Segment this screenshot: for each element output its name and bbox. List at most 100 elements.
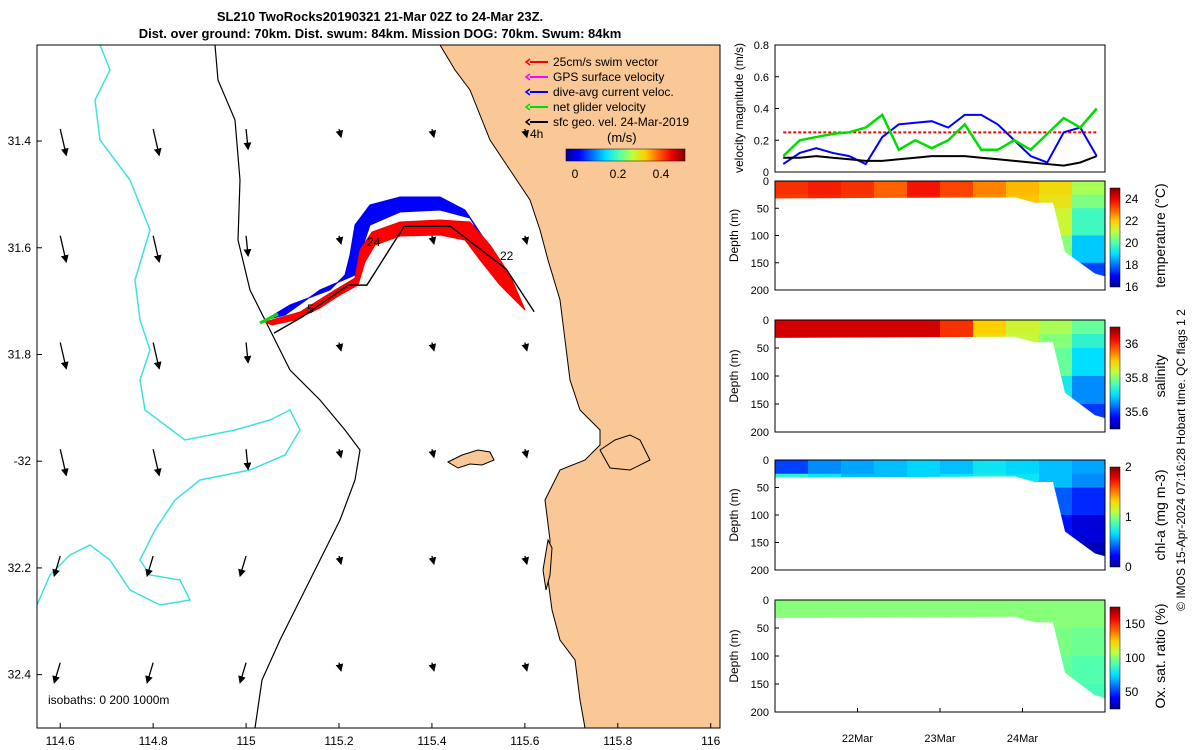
profile-colorbar [1109, 187, 1121, 288]
map-colorbar-tick: 0.4 [653, 167, 670, 181]
map-x-tick-label: 114.8 [139, 734, 168, 748]
map-y-tick-label: 31.6 [8, 241, 32, 255]
depth-tick-label: 100 [751, 371, 769, 383]
profile-nodata-mask [775, 616, 1105, 712]
depth-tick-label: 200 [751, 285, 769, 297]
profile-cell [1072, 628, 1106, 657]
map-panel: 24 22 5 isobaths: 0 200 1000m 114.6 114.8 115 1… [8, 44, 721, 748]
legend-arrowhead [524, 88, 531, 96]
sfc-geo-arrow [521, 128, 530, 139]
profile-cell [841, 320, 875, 335]
profile-panel-salinity: 0 50 100 150 200 Depth (m) 35.6 35.8 36 salinity [727, 315, 1168, 439]
profile-nodata-mask [775, 197, 1105, 290]
legend-label: GPS surface velocity [553, 70, 664, 84]
sfc-geo-arrow [152, 342, 162, 370]
sfc-geo-arrow [59, 235, 69, 264]
velocity-panel: 0 0.2 0.4 0.6 0.8 velocity magnitude (m/s) [732, 40, 1106, 179]
depth-tick-label: 100 [751, 510, 769, 522]
colorbar-tick-label: 20 [1125, 236, 1139, 250]
land-mass [439, 45, 720, 728]
sfc-geo-arrow [152, 235, 162, 264]
time-tick-label: 23Mar [924, 733, 956, 745]
profile-nodata-mask [775, 336, 1105, 432]
colorbar-label: salinity [1152, 355, 1168, 398]
velocity-frame [774, 44, 1106, 173]
velocity-series-line [783, 155, 1098, 167]
sfc-geo-arrow [152, 128, 162, 157]
depth-tick-label: 0 [763, 595, 769, 607]
velocity-y-tick-label: 0.4 [754, 104, 769, 116]
sfc-geo-arrow [335, 342, 344, 352]
map-x-tick-label: 115.2 [324, 734, 353, 748]
sfc-geo-arrow [59, 449, 69, 477]
profile-cell [907, 460, 941, 475]
sfc-geo-arrow [145, 555, 154, 578]
profile-cell [775, 181, 809, 196]
day-label: 5 [307, 302, 314, 316]
map-y-tick-label: 31.8 [8, 347, 32, 361]
profile-cell [1039, 600, 1073, 615]
map-x-tick-label: 115.6 [510, 734, 539, 748]
day-label: 24 [367, 235, 381, 249]
profile-colorbar [1109, 606, 1121, 710]
sfc-geo-arrow [59, 342, 69, 370]
sfc-geo-arrow [428, 662, 437, 672]
sfc-geo-arrow [152, 449, 162, 477]
profile-cell [973, 320, 1007, 335]
colorbar-tick-label: 16 [1125, 280, 1139, 294]
sfc-geo-arrow [428, 128, 437, 139]
sfc-geo-arrow [428, 555, 437, 566]
sfc-geo-arrow [243, 235, 252, 258]
profile-colorbar [1109, 466, 1121, 568]
colorbar-tick-label: 150 [1125, 617, 1145, 631]
profile-cell [1072, 334, 1106, 349]
velocity-y-tick-label: 0 [763, 167, 769, 179]
colorbar-label: chl-a (mg m-3) [1152, 469, 1168, 560]
legend-arrowhead [524, 73, 531, 81]
isobath-label: isobaths: 0 200 1000m [48, 693, 169, 707]
glider-track [273, 225, 535, 334]
profile-cell [1072, 460, 1106, 475]
profile-cell [1072, 515, 1106, 543]
profile-cell [1072, 614, 1106, 629]
sfc-geo-arrow [428, 235, 437, 246]
profile-cell [874, 320, 908, 335]
profile-cell [1039, 320, 1073, 335]
map-frame [36, 44, 721, 729]
map-colorbar-tick: 0 [572, 167, 579, 181]
colorbar-tick-label: 18 [1125, 258, 1139, 272]
map-y-tick-label: -32 [14, 454, 32, 468]
legend-arrowhead [524, 103, 531, 111]
net-glider-velocity-mark [259, 312, 279, 325]
colorbar-label: Ox. sat. ratio (%) [1152, 603, 1168, 708]
title-line-2: Dist. over ground: 70km. Dist. swum: 84k… [138, 26, 622, 41]
profile-cell [940, 600, 974, 615]
sfc-geo-arrow [238, 662, 247, 684]
sfc-geo-arrow [335, 128, 344, 139]
profile-cell [973, 181, 1007, 196]
depth-tick-label: 50 [757, 483, 769, 495]
profile-cell [1072, 194, 1106, 209]
legend-label: dive-avg current veloc. [553, 85, 674, 99]
sfc-geo-arrow [52, 555, 61, 578]
swim-vectors [263, 219, 526, 326]
profile-cell [907, 320, 941, 335]
sfc-geo-arrow [145, 662, 154, 684]
legend-arrowhead [524, 118, 531, 126]
depth-axis-label: Depth (m) [727, 349, 741, 402]
colorbar-tick-label: 50 [1125, 685, 1139, 699]
day-label: 22 [500, 249, 514, 263]
depth-tick-label: 50 [757, 203, 769, 215]
sfc-geo-arrow [521, 235, 530, 246]
profile-cell [1039, 181, 1073, 196]
sfc-geo-arrow [335, 555, 344, 566]
figure-title: SL210 TwoRocks20190321 21-Mar 02Z to 24-… [0, 8, 760, 42]
depth-tick-label: 50 [757, 343, 769, 355]
time-tick-label: 22Mar [842, 733, 874, 745]
profile-cell [1072, 473, 1106, 488]
profile-cell [1072, 235, 1106, 264]
colorbar-tick-label: 35.8 [1125, 371, 1149, 385]
profile-panel-chla: 0 50 100 150 200 Depth (m) 0 1 2 chl-a (mg m-3) [727, 455, 1168, 577]
profile-cell [808, 181, 842, 196]
